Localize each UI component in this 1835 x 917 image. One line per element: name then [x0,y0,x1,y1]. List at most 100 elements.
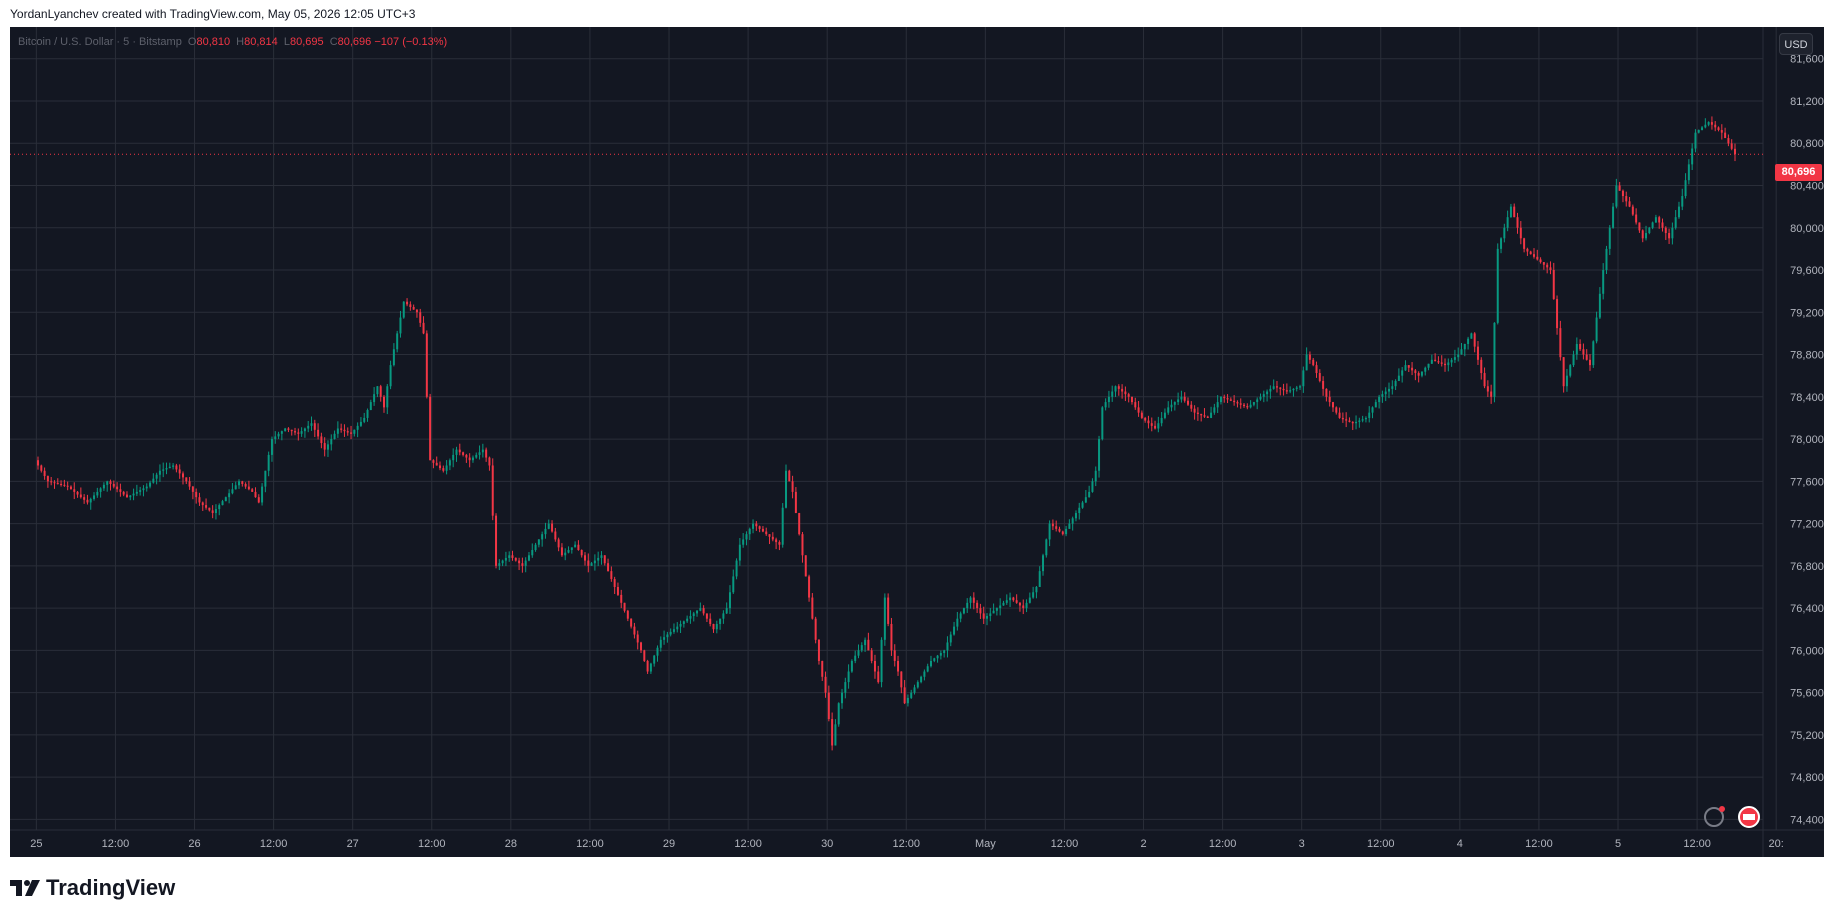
candle-body [854,655,857,661]
candle-body [587,560,590,566]
candle-body [752,523,755,529]
candle-body [1341,417,1344,420]
candle-body [504,557,507,561]
candle-body [1018,602,1021,606]
candle-body [864,639,867,646]
candle-body [989,613,992,617]
candle-body [1552,270,1555,300]
y-tick-label: 80,400 [1790,180,1824,192]
candle-body [567,550,570,553]
candle-body [106,481,109,485]
candle-body [1038,571,1041,587]
y-tick-label: 74,800 [1790,772,1824,784]
y-tick-label: 80,800 [1790,138,1824,150]
candle-body [465,454,468,458]
candle-body [1565,375,1568,387]
candle-body [778,542,781,545]
candle-body [1246,406,1249,408]
candle-body [1302,370,1305,387]
candle-body [145,486,148,489]
candle-body [1575,343,1578,355]
candle-body [359,421,362,426]
candle-body [1137,407,1140,413]
x-tick-label: 3 [1299,838,1305,850]
candle-body [929,660,932,667]
legend-symbol: Bitcoin / U.S. Dollar · 5 · Bitstamp [18,36,182,48]
candle-body [191,486,194,492]
candle-body [784,470,787,508]
candle-body [79,494,82,498]
candle-body [1074,513,1077,519]
candle-body [142,488,145,491]
candle-body [277,433,280,437]
candle-body [419,312,422,323]
candle-body [1424,367,1427,372]
candle-body [1397,375,1400,381]
candle-body [959,613,962,619]
candle-body [580,550,583,556]
candle-body [1213,407,1216,413]
candle-body [847,671,850,683]
price-chart[interactable]: 81,600 81,200 80,800 80,400 80,000 79,600 79,2… [10,27,1824,857]
candle-body [350,432,353,434]
candle-body [1055,526,1058,529]
candle-body [208,507,211,511]
us-flag-icon[interactable] [1738,806,1760,828]
candle-body [1447,362,1450,366]
candle-body [969,597,972,603]
candle-body [1048,523,1051,540]
candle-body [1628,201,1631,207]
candle-body [1598,293,1601,318]
candle-body [56,483,59,485]
candle-body [1562,357,1565,387]
candle-body [53,482,56,484]
tradingview-logo[interactable]: TradingView [10,875,175,901]
candle-body [1226,398,1229,400]
y-tick-label: 77,200 [1790,519,1824,531]
legend-high: 80,814 [244,36,278,48]
candle-body [656,647,659,656]
candle-body [1325,388,1328,397]
candle-body [218,505,221,510]
candle-body [1183,396,1186,401]
candle-body [1150,423,1153,426]
candle-body [953,626,956,635]
candle-body [1358,420,1361,422]
currency-button[interactable]: USD [1779,33,1813,55]
candle-body [791,481,794,492]
candle-body [541,534,544,540]
legend-open-label: O [187,36,197,48]
candle-body [956,618,959,627]
legend-close: 80,696 [337,36,372,48]
candle-body [66,485,69,487]
candle-body [962,608,965,614]
y-tick-label: 74,400 [1790,814,1824,826]
candle-body [1704,124,1707,128]
candle-body [382,396,385,408]
x-tick-label: 2 [1140,838,1146,850]
x-tick-label: 25 [30,838,42,850]
candle-body [300,431,303,434]
candle-body [122,491,125,495]
lightning-icon[interactable] [1704,806,1725,827]
candle-body [1177,399,1180,403]
candle-body [1625,196,1628,202]
chart-panel[interactable]: 81,600 81,200 80,800 80,400 80,000 79,600 79,2… [10,27,1824,857]
candle-body [1473,333,1476,347]
candle-body [181,473,184,478]
candle-body [69,486,72,490]
candle-body [1025,602,1028,609]
candle-body [1457,354,1460,358]
candle-body [1315,365,1318,374]
legend-change: −107 (−0.13%) [374,36,448,48]
x-tick-label: May [975,838,996,850]
candle-body [1638,222,1641,231]
candle-body [939,653,942,656]
legend-high-label: H [236,36,245,48]
candle-body [89,498,92,503]
candle-body [251,489,254,492]
candle-body [1635,214,1638,223]
candle-body [162,469,165,471]
candle-body [247,486,250,490]
candle-body [448,460,451,466]
